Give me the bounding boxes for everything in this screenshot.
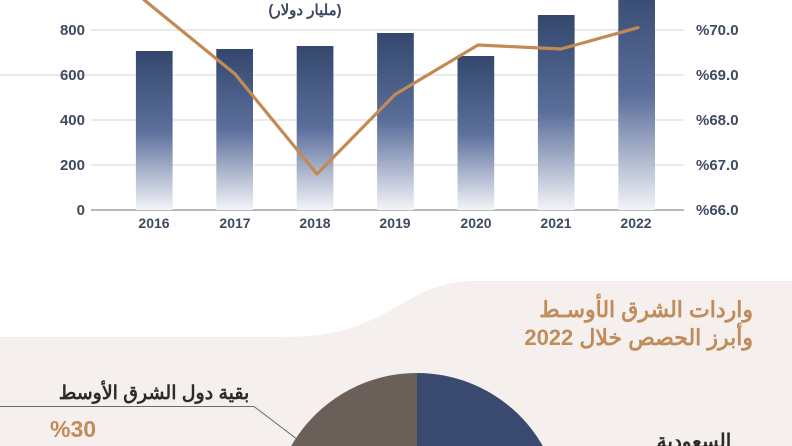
svg-text:واردات الشرق الأوسـط: واردات الشرق الأوسـط xyxy=(539,293,753,323)
svg-text:بقية دول الشرق الأوسط: بقية دول الشرق الأوسط xyxy=(59,380,250,404)
svg-text:السعودية: السعودية xyxy=(657,431,732,446)
svg-text:وأبرز الحصص خلال 2022: وأبرز الحصص خلال 2022 xyxy=(524,322,753,351)
svg-text:%30: %30 xyxy=(50,416,96,442)
